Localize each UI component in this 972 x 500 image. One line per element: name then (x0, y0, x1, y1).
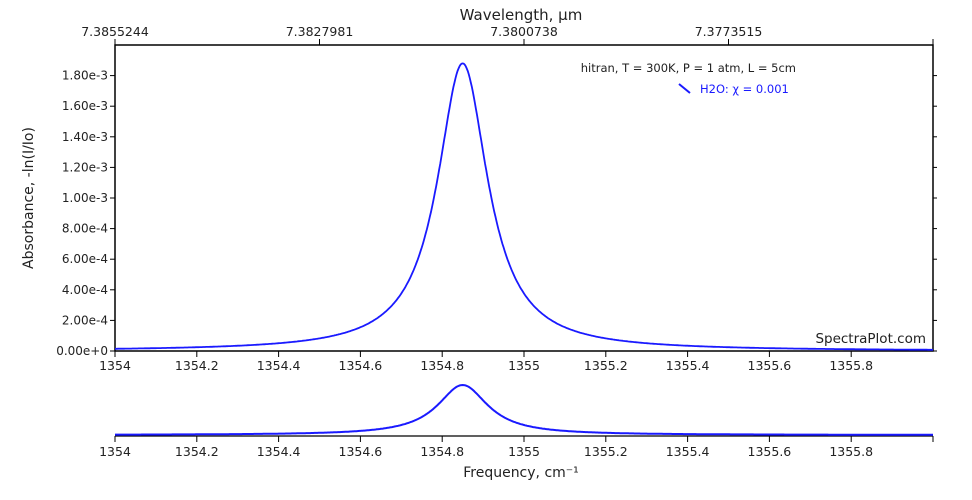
top-tick-label: 7.3855244 (81, 24, 149, 39)
overview-plot[interactable]: 1354 1354.2 1354.4 1354.6 1354.8 1355 1355.2 13… (99, 383, 934, 459)
y-tick-label: 1.20e-3 (62, 160, 108, 174)
y-axis-title: Absorbance, -ln(I/Io) (21, 127, 37, 269)
watermark: SpectraPlot.com (815, 331, 926, 347)
x-axis-title: Frequency, cm⁻¹ (463, 465, 579, 481)
y-tick-label: 6.00e-4 (62, 252, 108, 266)
x-tick-label: 1354.8 (420, 358, 464, 373)
overview-x-tick-label: 1354.4 (257, 444, 301, 459)
spectrum-line (115, 62, 933, 351)
overview-x-tick-label: 1354 (99, 444, 131, 459)
legend-swatch (678, 83, 691, 94)
x-tick-label: 1355.6 (748, 358, 792, 373)
y-tick-label: 1.40e-3 (62, 130, 108, 144)
y-tick-label: 8.00e-4 (62, 222, 108, 236)
overview-x-tick-label: 1355.4 (666, 444, 710, 459)
x-tick-label: 1354.6 (339, 358, 383, 373)
x-tick-label: 1355.4 (666, 358, 710, 373)
overview-x-tick-label: 1355.2 (584, 444, 628, 459)
overview-spectrum-line (115, 383, 933, 436)
x-tick-label: 1354.4 (257, 358, 301, 373)
top-tick-label: 7.3827981 (286, 24, 354, 39)
x-tick-label: 1355 (508, 358, 540, 373)
top-axis-title: Wavelength, µm (460, 6, 583, 24)
overview-x-tick-label: 1355.8 (829, 444, 873, 459)
y-tick-label: 2.00e-4 (62, 313, 108, 327)
y-tick-label: 1.80e-3 (62, 69, 108, 83)
x-tick-label: 1355.2 (584, 358, 628, 373)
x-tick-label: 1354.2 (175, 358, 219, 373)
plot-frame (114, 44, 934, 352)
y-tick-label: 1.60e-3 (62, 99, 108, 113)
x-tick-label: 1355.8 (829, 358, 873, 373)
overview-x-tick-label: 1354.2 (175, 444, 219, 459)
overview-x-tick-label: 1354.8 (420, 444, 464, 459)
top-tick-label: 7.3800738 (490, 24, 558, 39)
top-tick-label: 7.3773515 (695, 24, 763, 39)
main-plot[interactable]: 1354 1354.2 1354.4 1354.6 1354.8 1355 1355.2 13… (56, 24, 937, 373)
y-tick-label: 4.00e-4 (62, 283, 108, 297)
overview-x-tick-label: 1355 (508, 444, 540, 459)
y-tick-label: 0.00e+0 (56, 344, 108, 358)
x-tick-label: 1354 (99, 358, 131, 373)
y-tick-label: 1.00e-3 (62, 191, 108, 205)
chart-annotation: hitran, T = 300K, P = 1 atm, L = 5cm (581, 61, 796, 75)
overview-x-tick-label: 1354.6 (339, 444, 383, 459)
legend-entry: H2O: χ = 0.001 (700, 82, 789, 96)
overview-x-tick-label: 1355.6 (748, 444, 792, 459)
